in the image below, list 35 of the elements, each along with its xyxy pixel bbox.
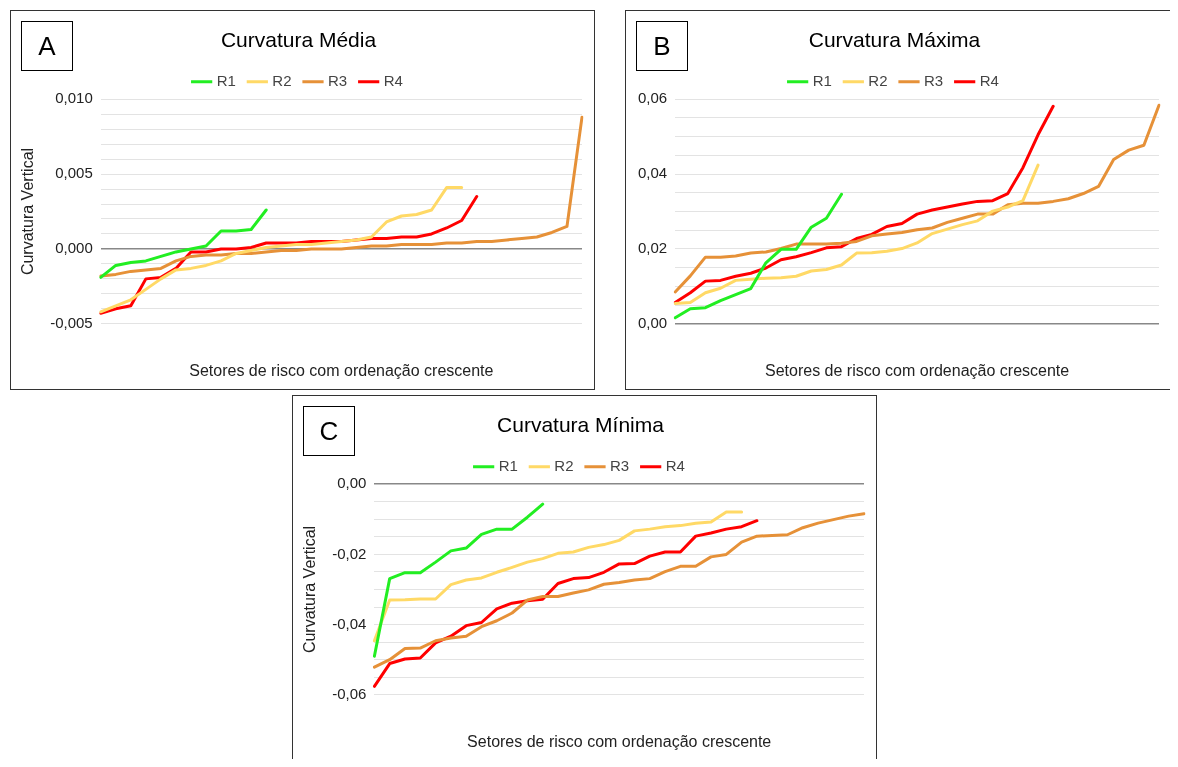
legend-label: R2 — [868, 71, 888, 89]
y-tick-label: -0,005 — [50, 313, 93, 331]
text: C — [303, 406, 355, 456]
legend-label: R4 — [665, 456, 685, 474]
x-axis-title: Setores de risco com ordenação crescente — [765, 361, 1070, 379]
y-tick-label: 0,06 — [637, 89, 668, 107]
legend-label: R4 — [383, 71, 403, 89]
y-tick-label: -0,06 — [332, 684, 367, 702]
y-tick-label: 0,04 — [637, 164, 668, 182]
y-tick-label: 0,005 — [55, 164, 93, 182]
legend-label: R3 — [610, 456, 630, 474]
y-tick-label: 0,000 — [55, 239, 93, 257]
chart-title: Curvatura Mínima — [497, 413, 665, 437]
legend-label: R2 — [272, 71, 292, 89]
y-tick-label: 0,02 — [637, 239, 668, 257]
y-tick-label: -0,02 — [332, 544, 367, 562]
y-axis-title: Curvatura Vertical — [301, 525, 319, 654]
x-axis-title: Setores de risco com ordenação crescente — [189, 361, 494, 379]
y-axis-title: Curvatura Vertical — [19, 147, 37, 276]
chart-title: Curvatura Média — [220, 28, 377, 52]
legend-label: R2 — [554, 456, 574, 474]
text: A — [21, 21, 73, 71]
x-axis-title: Setores de risco com ordenação crescente — [467, 732, 772, 750]
y-tick-label: 0,00 — [337, 474, 367, 492]
legend-label: R1 — [216, 71, 236, 89]
legend-label: R4 — [979, 71, 999, 89]
y-tick-label: -0,04 — [332, 614, 367, 632]
text: B — [636, 21, 688, 71]
legend-label: R3 — [328, 71, 348, 89]
y-tick-label: 0,00 — [637, 313, 668, 331]
legend-label: R3 — [924, 71, 944, 89]
legend-label: R1 — [498, 456, 518, 474]
y-tick-label: 0,010 — [55, 89, 93, 107]
legend-label: R1 — [812, 71, 832, 89]
chart-title: Curvatura Máxima — [808, 28, 981, 52]
